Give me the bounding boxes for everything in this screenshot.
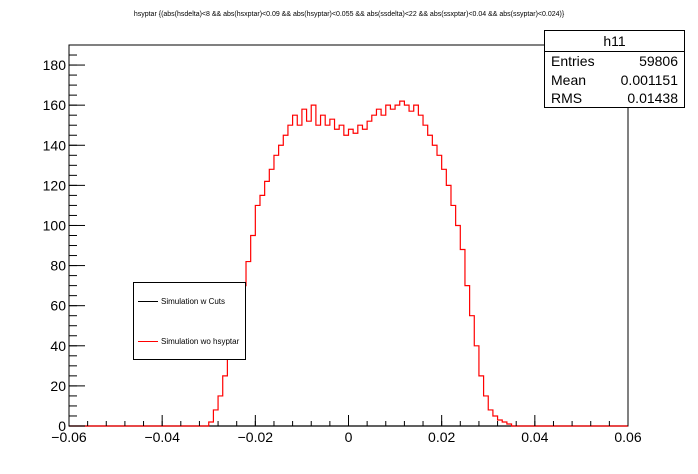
y-tick-label: 160 — [43, 97, 67, 113]
stats-mean-value: 0.001151 — [620, 71, 678, 88]
x-tick-label: −0.02 — [238, 429, 274, 445]
x-tick-label: 0.02 — [428, 429, 455, 445]
x-tick-label: −0.06 — [51, 429, 87, 445]
y-tick-label: 20 — [50, 378, 66, 394]
legend: Simulation w Cuts Simulation wo hsyptar — [133, 282, 246, 360]
y-tick-label: 60 — [50, 298, 66, 314]
legend-entry-with-cuts: Simulation w Cuts — [138, 297, 225, 306]
stats-entries-label: Entries — [551, 53, 595, 69]
x-tick-label: 0.06 — [614, 429, 641, 445]
stats-rms-value: 0.01438 — [627, 90, 678, 106]
stats-rms-label: RMS — [551, 90, 583, 106]
y-tick-label: 80 — [50, 258, 66, 274]
legend-entry-without-hsyptar: Simulation wo hsyptar — [138, 337, 239, 346]
series-layer — [69, 100, 628, 427]
x-tick-label: 0 — [345, 429, 353, 445]
y-tick-label: 140 — [43, 137, 67, 153]
legend-label-without-hsyptar: Simulation wo hsyptar — [161, 337, 240, 346]
x-tick-label: −0.04 — [144, 429, 180, 445]
stats-mean-label: Mean — [551, 71, 587, 88]
y-tick-label: 180 — [43, 57, 67, 73]
y-tick-label: 120 — [43, 177, 67, 193]
stats-histogram-name: h11 — [545, 31, 684, 52]
stats-row-rms: RMS 0.01438 — [545, 89, 684, 108]
y-tick-label: 100 — [43, 217, 67, 233]
legend-label-with-cuts: Simulation w Cuts — [161, 297, 226, 306]
stats-row-mean: Mean 0.001151 — [545, 71, 684, 90]
stats-row-entries: Entries 59806 — [545, 52, 684, 71]
stats-box: h11 Entries 59806 Mean 0.001151 RMS 0.01… — [544, 30, 685, 108]
y-tick-label: 40 — [50, 338, 66, 354]
series-without-hsyptar — [69, 100, 628, 427]
legend-swatch-with-cuts — [138, 301, 158, 302]
legend-swatch-without-hsyptar — [138, 341, 158, 342]
chart-title: hsyptar {(abs(hsdelta)<8 && abs(hsxptar)… — [133, 11, 565, 18]
stats-entries-value: 59806 — [639, 53, 678, 69]
ticks-layer: −0.06 −0.04 −0.02 0 0.02 0.04 0.06 0 20 40 60 80 100… — [43, 44, 642, 445]
y-tick-label: 0 — [58, 418, 66, 434]
x-tick-label: 0.04 — [521, 429, 548, 445]
